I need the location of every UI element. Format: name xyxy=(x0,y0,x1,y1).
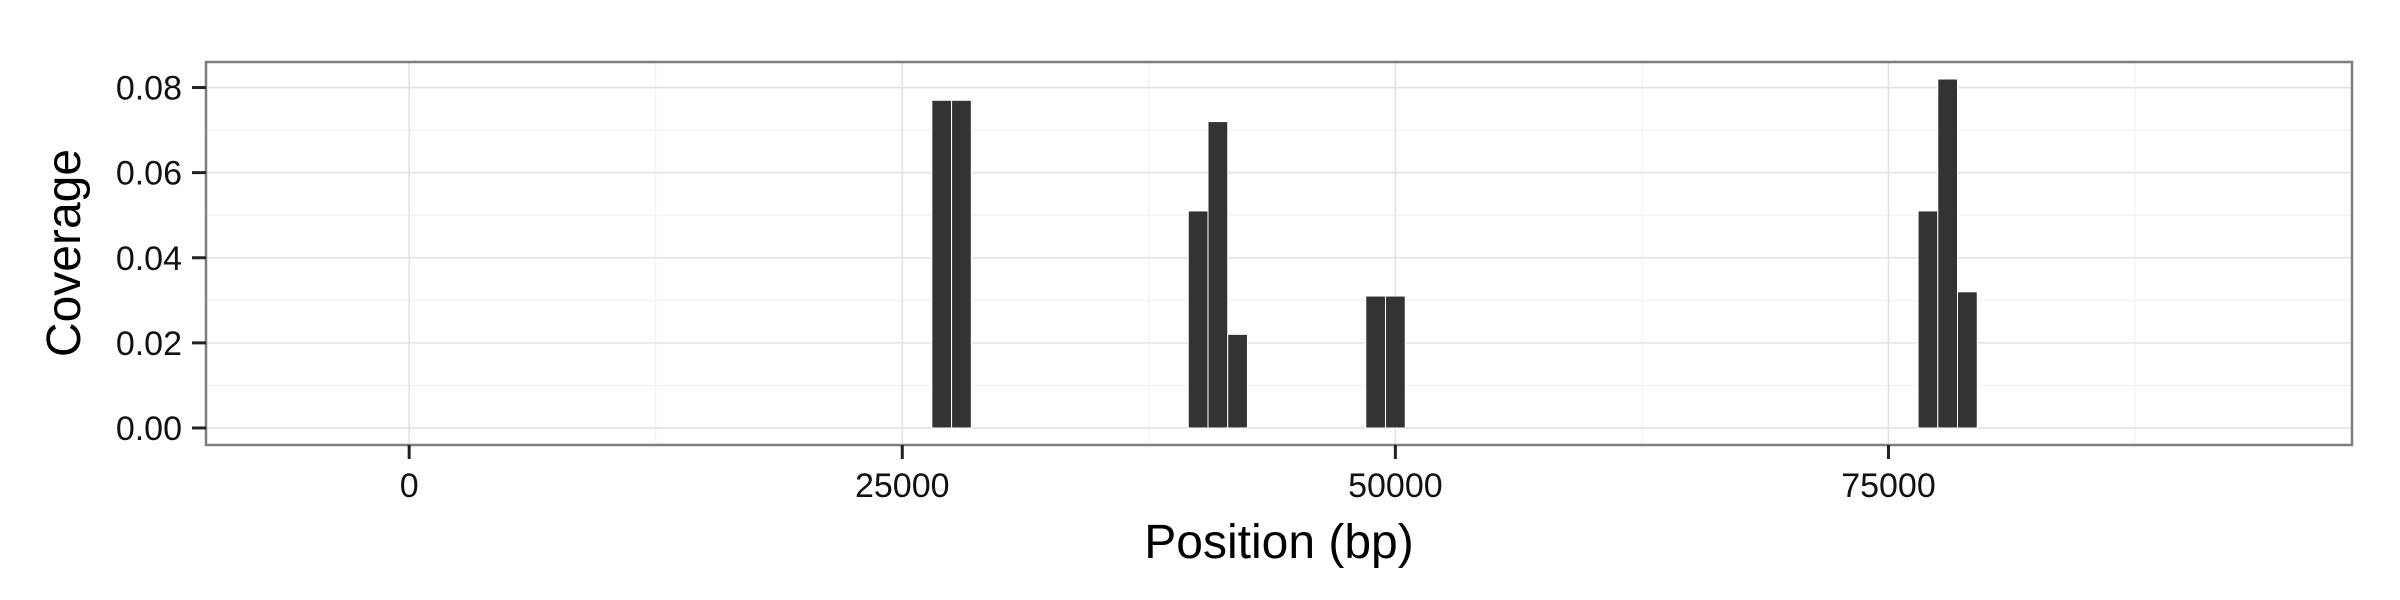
y-axis-title: Coverage xyxy=(38,149,91,357)
coverage-bar xyxy=(1365,295,1387,429)
coverage-bar xyxy=(1937,78,1959,429)
coverage-bar xyxy=(1957,291,1978,429)
x-tick-label: 50000 xyxy=(1348,467,1443,505)
y-tick-label: 0.08 xyxy=(116,70,182,108)
y-tick-label: 0.00 xyxy=(116,410,182,448)
x-axis-title: Position (bp) xyxy=(1144,516,1413,569)
bars xyxy=(931,78,1978,429)
panel-border xyxy=(204,60,2354,447)
coverage-bar xyxy=(931,99,953,429)
x-tick-label: 0 xyxy=(400,467,419,505)
coverage-bar xyxy=(1917,210,1939,429)
y-tick-label: 0.04 xyxy=(116,240,182,278)
x-axis: 0 25000 50000 75000 xyxy=(400,445,1936,505)
y-tick-label: 0.02 xyxy=(116,325,182,363)
x-tick-label: 25000 xyxy=(855,467,950,505)
coverage-bar xyxy=(1207,121,1229,429)
coverage-bar xyxy=(951,99,972,429)
panel-background xyxy=(206,62,2352,445)
x-tick-label: 75000 xyxy=(1841,467,1936,505)
coverage-bar xyxy=(1227,333,1248,429)
grid-lines xyxy=(206,62,2352,445)
y-tick-label: 0.06 xyxy=(116,155,182,193)
coverage-bar xyxy=(1187,210,1209,429)
coverage-bar xyxy=(1385,295,1406,429)
y-axis: 0.00 0.02 0.04 0.06 0.08 xyxy=(116,70,206,448)
